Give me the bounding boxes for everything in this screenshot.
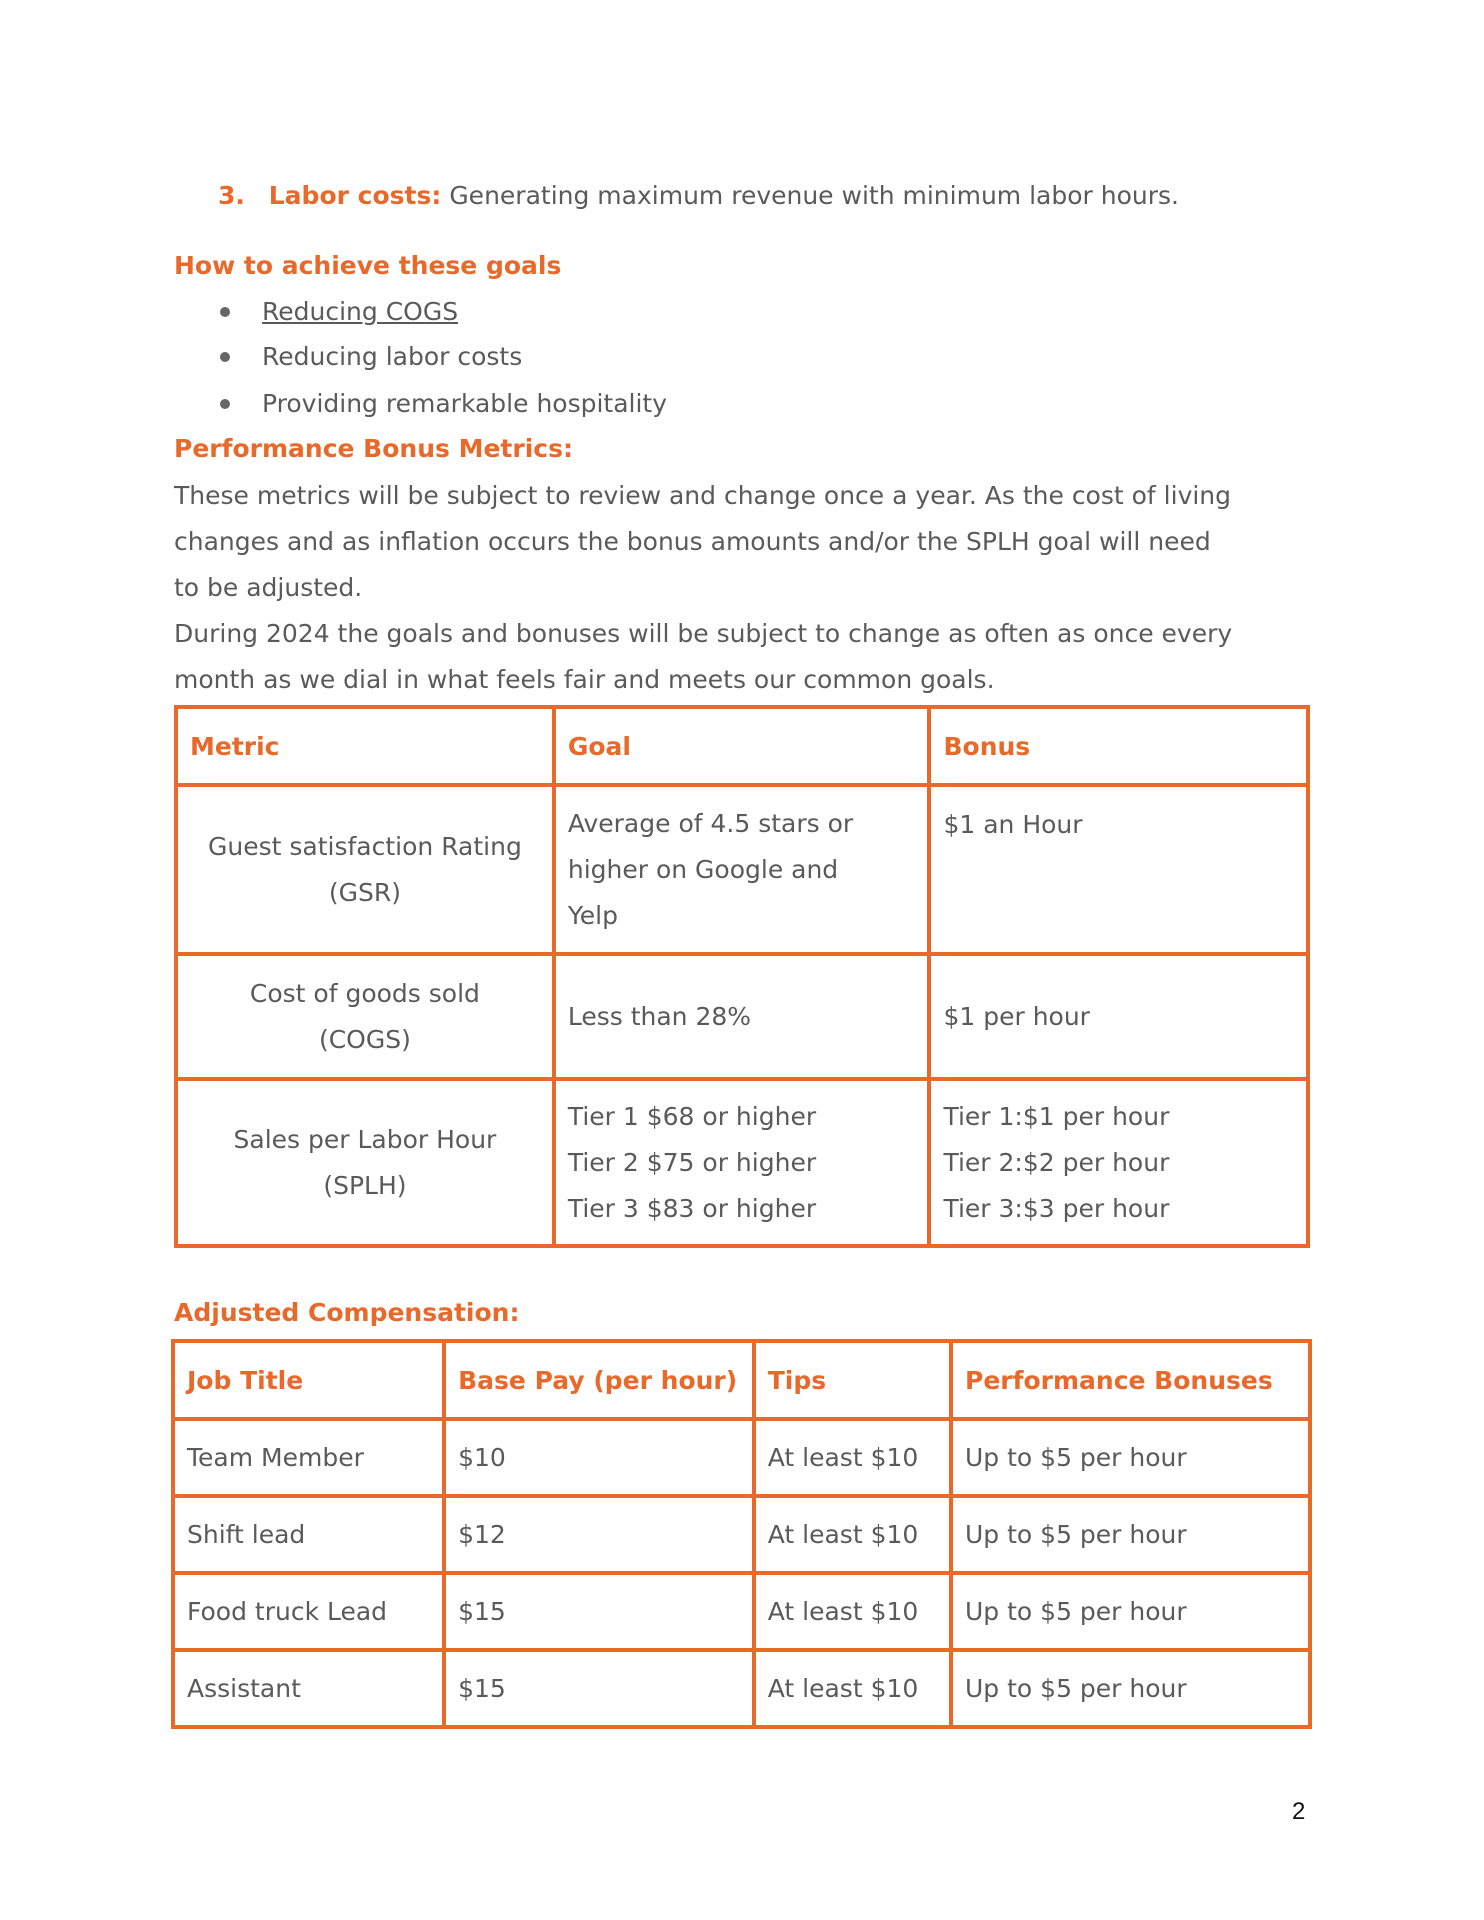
tips-cell: At least $10 bbox=[751, 1494, 954, 1575]
item-label: Labor costs: bbox=[268, 181, 442, 210]
table-header-row: Job Title Base Pay (per hour) Tips Perfo… bbox=[170, 1339, 1312, 1421]
header-bonus: Bonus bbox=[927, 705, 1310, 787]
table-row: Team Member $10 At least $10 Up to $5 pe… bbox=[170, 1417, 1312, 1498]
header-metric: Metric bbox=[174, 705, 556, 787]
paragraph-line: These metrics will be subject to review … bbox=[174, 481, 1232, 510]
compensation-table: Job Title Base Pay (per hour) Tips Perfo… bbox=[170, 1339, 1312, 1729]
base-pay-cell: $10 bbox=[442, 1417, 756, 1498]
paragraph-line: month as we dial in what feels fair and … bbox=[174, 665, 995, 694]
bonus-cell: $1 per hour bbox=[927, 952, 1310, 1081]
metric-cell: Guest satisfaction Rating (GSR) bbox=[174, 783, 556, 956]
bonus-cell: Up to $5 per hour bbox=[949, 1494, 1312, 1575]
base-pay-cell: $15 bbox=[442, 1648, 756, 1729]
bonus-cell: $1 an Hour bbox=[927, 783, 1310, 956]
metric-cell: Sales per Labor Hour (SPLH) bbox=[174, 1077, 556, 1248]
bullet-icon bbox=[220, 352, 230, 362]
header-goal: Goal bbox=[551, 705, 932, 787]
paragraph-line: changes and as inflation occurs the bonu… bbox=[174, 527, 1211, 556]
base-pay-cell: $15 bbox=[442, 1571, 756, 1652]
list-item: Reducing labor costs bbox=[262, 342, 523, 371]
bonus-cell: Tier 1:$1 per hour Tier 2:$2 per hour Tier… bbox=[927, 1077, 1310, 1248]
job-title-cell: Assistant bbox=[170, 1648, 447, 1729]
bullet-icon bbox=[220, 307, 230, 317]
job-title-cell: Food truck Lead bbox=[170, 1571, 447, 1652]
bonus-metrics-heading: Performance Bonus Metrics: bbox=[174, 434, 573, 463]
bonus-cell: Up to $5 per hour bbox=[949, 1571, 1312, 1652]
table-row: Assistant $15 At least $10 Up to $5 per … bbox=[170, 1648, 1312, 1729]
page-number: 2 bbox=[1292, 1798, 1306, 1825]
numbered-item: 3. Labor costs: Generating maximum reven… bbox=[218, 173, 1179, 219]
table-row: Food truck Lead $15 At least $10 Up to $… bbox=[170, 1571, 1312, 1652]
tips-cell: At least $10 bbox=[751, 1417, 954, 1498]
table-row: Cost of goods sold (COGS) Less than 28% $… bbox=[174, 952, 1310, 1081]
bonus-metrics-paragraph: These metrics will be subject to review … bbox=[174, 473, 1232, 703]
item-text: Generating maximum revenue with minimum … bbox=[449, 181, 1179, 210]
paragraph-line: to be adjusted. bbox=[174, 573, 363, 602]
base-pay-cell: $12 bbox=[442, 1494, 756, 1575]
compensation-heading: Adjusted Compensation: bbox=[174, 1298, 520, 1327]
goal-cell: Tier 1 $68 or higher Tier 2 $75 or higher… bbox=[551, 1077, 932, 1248]
table-header-row: Metric Goal Bonus bbox=[174, 705, 1310, 787]
tips-cell: At least $10 bbox=[751, 1648, 954, 1729]
tips-cell: At least $10 bbox=[751, 1571, 954, 1652]
goal-cell: Average of 4.5 stars or higher on Google … bbox=[551, 783, 932, 956]
job-title-cell: Shift lead bbox=[170, 1494, 447, 1575]
paragraph-line: During 2024 the goals and bonuses will b… bbox=[174, 619, 1233, 648]
metric-cell: Cost of goods sold (COGS) bbox=[174, 952, 556, 1081]
header-job-title: Job Title bbox=[170, 1339, 447, 1421]
table-row: Sales per Labor Hour (SPLH) Tier 1 $68 or… bbox=[174, 1077, 1310, 1248]
achieve-heading: How to achieve these goals bbox=[174, 251, 562, 280]
job-title-cell: Team Member bbox=[170, 1417, 447, 1498]
table-row: Shift lead $12 At least $10 Up to $5 per… bbox=[170, 1494, 1312, 1575]
header-tips: Tips bbox=[751, 1339, 954, 1421]
bullet-icon bbox=[220, 399, 230, 409]
link-reducing-cogs[interactable]: Reducing COGS bbox=[262, 297, 459, 326]
item-number: 3. bbox=[218, 181, 245, 210]
list-item: Providing remarkable hospitality bbox=[262, 389, 668, 418]
bonus-cell: Up to $5 per hour bbox=[949, 1648, 1312, 1729]
table-row: Guest satisfaction Rating (GSR) Average o… bbox=[174, 783, 1310, 956]
bonus-cell: Up to $5 per hour bbox=[949, 1417, 1312, 1498]
goal-cell: Less than 28% bbox=[551, 952, 932, 1081]
header-base-pay: Base Pay (per hour) bbox=[442, 1339, 756, 1421]
header-performance-bonuses: Performance Bonuses bbox=[949, 1339, 1312, 1421]
bonus-metrics-table: Metric Goal Bonus Guest satisfaction Rat… bbox=[174, 705, 1310, 1248]
